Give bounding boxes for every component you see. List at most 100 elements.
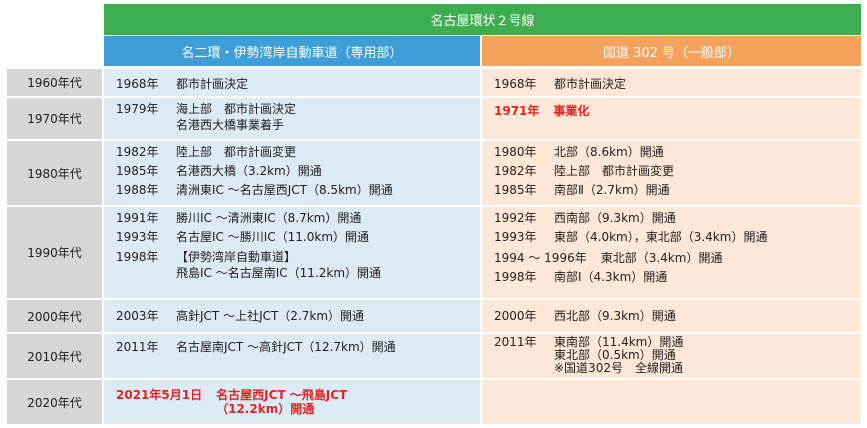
event-line: 飛島IC ～名古屋南IC（11.2km）開通 [176,266,382,280]
event-year: 1985年 [116,164,159,178]
event-entry: 1980年 北部（8.6km）開通 [494,144,664,160]
event-line: 名古屋西JCT ～飛島JCT [216,388,348,402]
expressway-cell: 1979年 海上部 都市計画決定 名港西大橋事業着手 [104,98,480,139]
national-road-cell: 1968年 都市計画決定 [482,69,861,96]
event-year: 1982年 [116,145,159,159]
highlighted-event: 1971年 事業化 [494,103,589,119]
expressway-cell: 2003年 高針JCT ～上社JCT（2.7km）開通 [104,300,480,332]
event-line: （12.2km）開通 [216,402,315,416]
event-entry: 1982年 陸上部 都市計画変更 [494,163,674,179]
table-row: 2020年代 2021年5月1日 名古屋西JCT ～飛島JCT （12.2km）開通 [7,380,861,424]
event-line: 西北部（9.3km）開通 [554,309,676,323]
era-label: 1970年代 [7,98,102,139]
event-text: 西北部（9.3km）開通 [554,308,676,324]
expressway-cell: 1968年 都市計画決定 [104,69,480,96]
event-line: 名港西大橋（3.2km）開通 [176,164,322,178]
national-road-cell: 1980年 北部（8.6km）開通 1982年 陸上部 都市計画変更 1985年 南部Ⅱ（… [482,141,861,205]
event-text: 北部（8.6km）開通 [554,144,664,160]
highlighted-event: 2021年5月1日 名古屋西JCT ～飛島JCT （12.2km）開通 [116,388,347,416]
event-entry: 1991年 勝川IC ～清洲東IC（8.7km）開通 [116,210,361,226]
event-text: 事業化 [553,103,589,119]
event-year: 1968年 [116,77,159,91]
event-text: 陸上部 都市計画変更 [176,144,296,160]
era-label: 2000年代 [7,300,102,332]
event-line: 【伊勢湾岸自動車道】 [176,250,297,264]
event-year: 1994 ～ 1996年 [494,251,587,265]
event-text: 都市計画決定 [176,76,248,92]
event-year: 1998年 [494,270,537,284]
table-row: 2010年代 2011年 名古屋南JCT ～高針JCT（12.7km）開通 2011年… [7,334,861,378]
event-entry: 2011年 東南部（11.4km）開通 東北部（0.5km）開通 ※国道302号 全線… [494,336,683,375]
event-entry: 1968年 都市計画決定 [116,76,248,92]
event-year: 2003年 [116,309,159,323]
event-line: 都市計画決定 [176,77,249,91]
event-line: 清洲東IC ～名古屋西JCT（8.5km）開通 [176,183,393,197]
event-entry: 1994 ～ 1996年 東北部（3.4km）開通 [494,250,722,266]
expressway-cell: 2011年 名古屋南JCT ～高針JCT（12.7km）開通 [104,334,480,378]
event-line: 南部Ⅰ（4.3km）開通 [554,270,668,284]
event-line: 西南部（9.3km）開通 [554,211,676,225]
event-line: 南部Ⅱ（2.7km）開通 [554,183,670,197]
national-road-cell: 2011年 東南部（11.4km）開通 東北部（0.5km）開通 ※国道302号 全線… [482,334,861,378]
table-row: 1990年代 1991年 勝川IC ～清洲東IC（8.7km）開通 1993年 名古屋I… [7,207,861,298]
event-line: 名古屋IC ～勝川IC（11.0km）開通 [176,230,370,244]
event-entry: 1998年 南部Ⅰ（4.3km）開通 [494,269,667,285]
event-text: 都市計画決定 [554,76,626,92]
event-line: 陸上部 都市計画変更 [176,145,297,159]
expressway-cell: 2021年5月1日 名古屋西JCT ～飛島JCT （12.2km）開通 [104,380,480,424]
event-line: ※国道302号 全線開通 [554,361,683,375]
event-year: 1993年 [116,230,159,244]
event-text: 陸上部 都市計画変更 [554,163,674,179]
event-line: 東北部（0.5km）開通 [554,348,676,362]
event-text: 名古屋IC ～勝川IC（11.0km）開通 [176,229,369,245]
event-year: 1985年 [494,183,537,197]
event-year: 1991年 [116,211,159,225]
event-entry: 1982年 陸上部 都市計画変更 [116,144,296,160]
event-entry: 1993年 東部（4.0km），東北部（3.4km）開通 [494,229,767,245]
left-column-header: 名二環・伊勢湾岸自動車道（専用部） [104,36,480,66]
event-line: 海上部 都市計画決定 [176,102,297,116]
event-text: 東部（4.0km），東北部（3.4km）開通 [554,229,767,245]
event-entry: 1998年 【伊勢湾岸自動車道】 飛島IC ～名古屋南IC（11.2km）開通 [116,249,381,281]
event-line: 陸上部 都市計画変更 [554,164,675,178]
event-text: 勝川IC ～清洲東IC（8.7km）開通 [176,210,361,226]
event-line: 事業化 [553,104,590,118]
national-road-cell: 1992年 西南部（9.3km）開通 1993年 東部（4.0km），東北部（3.4k… [482,207,861,298]
event-entry: 1968年 都市計画決定 [494,76,626,92]
national-road-cell: 1971年 事業化 [482,98,861,139]
event-line: 高針JCT ～上社JCT（2.7km）開通 [176,309,365,323]
event-line: 名古屋南JCT ～高針JCT（12.7km）開通 [176,340,396,354]
event-text: 高針JCT ～上社JCT（2.7km）開通 [176,308,364,324]
event-line: 名港西大橋事業着手 [176,118,285,132]
event-year: 1980年 [494,145,537,159]
event-entry: 2011年 名古屋南JCT ～高針JCT（12.7km）開通 [116,339,396,355]
event-line: 東南部（11.4km）開通 [554,335,684,349]
event-text: 清洲東IC ～名古屋西JCT（8.5km）開通 [176,182,393,198]
event-year: 1968年 [494,77,537,91]
table-row: 1960年代 1968年 都市計画決定 1968年 都市計画決定 [7,69,861,96]
era-label: 1980年代 [7,141,102,205]
era-label: 1990年代 [7,207,102,298]
national-road-cell [482,380,861,424]
event-year: 1982年 [494,164,537,178]
event-line: 都市計画決定 [554,77,627,91]
event-text: 名古屋南JCT ～高針JCT（12.7km）開通 [176,339,396,355]
event-year: 2021年5月1日 [116,388,203,402]
event-line: 東北部（3.4km）開通 [600,251,723,265]
table-row: 1980年代 1982年 陸上部 都市計画変更 1985年 名港西大橋（3.2km）開通… [7,141,861,205]
table-row: 1970年代 1979年 海上部 都市計画決定 名港西大橋事業着手 1971年 事業化 [7,98,861,139]
event-entry: 2000年 西北部（9.3km）開通 [494,308,676,324]
event-year: 2011年 [116,340,159,354]
event-text: 東南部（11.4km）開通 東北部（0.5km）開通 ※国道302号 全線開通 [554,336,683,375]
era-label: 2010年代 [7,334,102,378]
event-text: 南部Ⅰ（4.3km）開通 [554,269,667,285]
expressway-cell: 1991年 勝川IC ～清洲東IC（8.7km）開通 1993年 名古屋IC ～勝川I… [104,207,480,298]
right-column-header: 国道 302 号（一般部） [482,36,861,66]
event-line: 勝川IC ～清洲東IC（8.7km）開通 [176,211,362,225]
event-text: 【伊勢湾岸自動車道】飛島IC ～名古屋南IC（11.2km）開通 [176,249,381,281]
event-year: 1993年 [494,230,537,244]
event-text: 南部Ⅱ（2.7km）開通 [554,182,670,198]
event-entry: 1988年 清洲東IC ～名古屋西JCT（8.5km）開通 [116,182,393,198]
event-line: 東部（4.0km），東北部（3.4km）開通 [554,230,768,244]
event-year: 1971年 [494,104,540,118]
